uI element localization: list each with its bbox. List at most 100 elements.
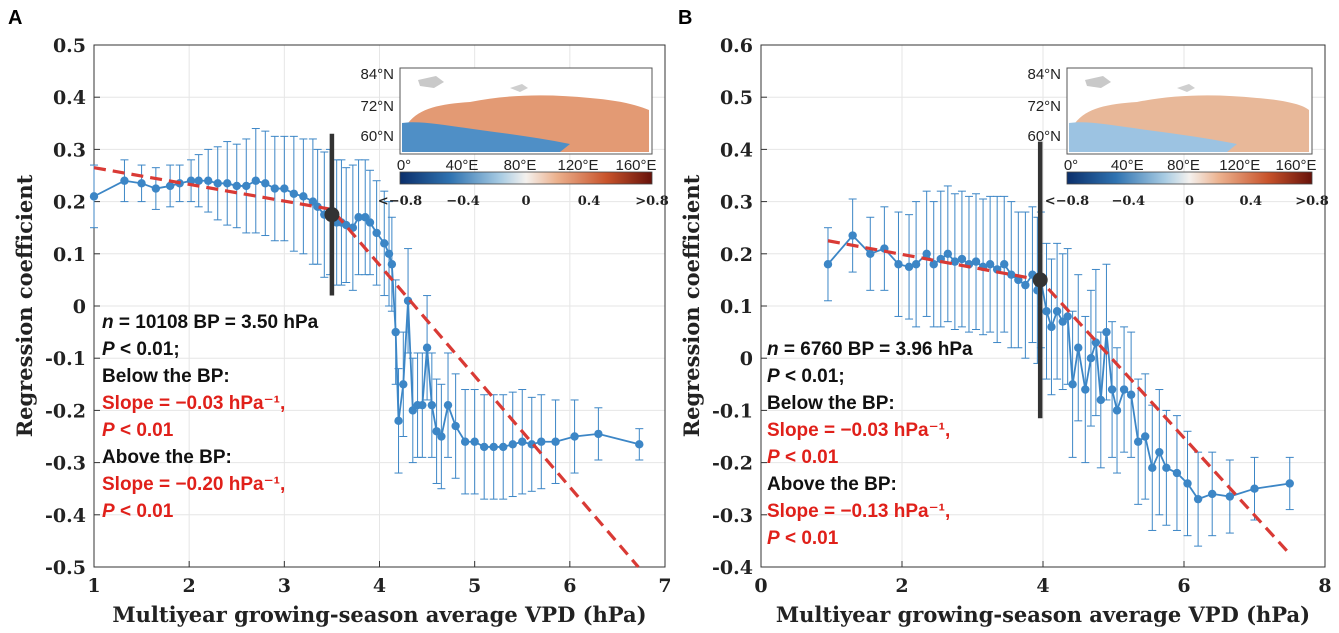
annotation-a: n = 10108 BP = 3.50 hPa P < 0.01; Below th…: [102, 312, 319, 522]
data-point: [537, 437, 546, 446]
data-point: [635, 440, 644, 449]
x-tick-label: 0: [754, 575, 767, 597]
data-point: [489, 442, 498, 452]
y-axis-title: Regression coefficient: [12, 174, 37, 437]
data-point: [1250, 484, 1259, 493]
inset-lat-label: 60°N: [1027, 128, 1061, 145]
plot-area-a: 1 2 3 4 5 6 7 -0.5 -0.4 -0.3 -0.2 -0.1 0 0.1 0.2 0.3 0.4…: [12, 35, 672, 627]
data-point: [922, 249, 931, 258]
data-point: [1081, 385, 1090, 394]
data-point: [251, 176, 260, 185]
annotation-above-label: Above the BP:: [102, 447, 232, 468]
annotation-above-slope: Slope = −0.20 hPa⁻¹,: [102, 474, 285, 495]
data-point: [151, 184, 161, 193]
inset-lon-label: 120°E: [1219, 157, 1260, 174]
x-tick-label: 8: [1318, 575, 1331, 597]
data-point: [508, 440, 517, 449]
data-point: [1225, 492, 1235, 501]
annotation-b: n = 6760 BP = 3.96 hPa P < 0.01; Below the…: [767, 339, 973, 549]
annotation-n-bp: n = 6760 BP = 3.96 hPa: [767, 339, 973, 360]
x-tick-label: 1: [87, 575, 100, 597]
y-tick-label: 0.6: [720, 35, 753, 57]
data-point: [422, 343, 432, 352]
data-point: [242, 181, 251, 191]
y-tick-label: 0.1: [720, 296, 753, 318]
data-point: [866, 249, 875, 258]
data-point: [223, 179, 232, 188]
data-point: [911, 260, 921, 269]
data-point: [270, 184, 280, 193]
inset-map-b: 84°N 72°N 60°N0° 40°E 80°E 120°E 160°E <−0.8 −0.…: [1027, 66, 1328, 209]
greenland-shape: [1085, 76, 1111, 88]
breakpoint-marker: [324, 207, 340, 223]
data-point: [1102, 327, 1111, 337]
annotation-above-p: P < 0.01: [767, 528, 839, 549]
data-point: [1155, 447, 1164, 457]
breakpoint-marker: [1032, 272, 1048, 288]
data-point: [929, 260, 938, 269]
data-point: [1133, 437, 1143, 446]
annotation-above-label: Above the BP:: [767, 474, 897, 495]
data-point: [418, 400, 427, 410]
y-tick-label: 0: [740, 348, 753, 370]
data-point: [354, 213, 363, 222]
annotation-p-value: P < 0.01;: [102, 339, 180, 360]
data-point: [1042, 307, 1051, 316]
inset-lon-label: 40°E: [1111, 157, 1144, 174]
data-point: [1107, 385, 1117, 394]
data-point: [971, 257, 981, 266]
arctic-island-shape: [510, 84, 528, 92]
panel-b: B 0 2 4 6 8-0.4-0.3-0.2-0.100.10.20.30.40.50…: [678, 7, 1332, 627]
inset-lat-label: 72°N: [360, 98, 394, 115]
data-point: [985, 260, 995, 269]
colorbar-tick-label: 0: [521, 194, 530, 209]
annotation-below-label: Below the BP:: [767, 393, 895, 414]
data-point: [313, 202, 322, 212]
data-point: [551, 437, 560, 446]
data-point: [1096, 395, 1106, 405]
annotation-above-p: P < 0.01: [102, 501, 174, 522]
data-point: [165, 181, 175, 191]
colorbar: [399, 171, 653, 185]
colorbar-tick-label: >0.8: [1295, 194, 1329, 209]
x-tick-label: 2: [895, 575, 908, 597]
y-tick-label: 0.3: [53, 139, 86, 161]
y-tick-label: 0.5: [53, 35, 86, 57]
data-point: [387, 260, 397, 269]
data-point: [232, 181, 241, 191]
y-tick-label: 0: [73, 296, 86, 318]
inset-lat-label: 60°N: [360, 128, 394, 145]
inset-lon-label: 160°E: [615, 157, 656, 174]
data-point: [204, 176, 213, 185]
data-point: [391, 327, 400, 337]
data-point: [1052, 307, 1062, 316]
data-point: [380, 239, 389, 248]
inset-lon-label: 160°E: [1275, 157, 1316, 174]
data-point: [451, 421, 460, 431]
y-tick-label: 0.3: [720, 192, 753, 214]
data-point: [399, 380, 408, 389]
data-point: [1285, 479, 1294, 488]
data-point: [1068, 380, 1077, 389]
data-point: [372, 228, 381, 238]
data-point: [213, 179, 222, 188]
x-axis-title: Multiyear growing-season average VPD (hP…: [112, 602, 646, 627]
data-point: [384, 249, 394, 258]
data-point: [460, 437, 470, 446]
y-tick-label: -0.3: [712, 505, 753, 527]
inset-lat-label: 72°N: [1027, 98, 1061, 115]
greenland-shape: [418, 76, 444, 88]
data-point: [261, 179, 270, 188]
data-point: [1148, 463, 1157, 473]
data-point: [289, 189, 299, 198]
y-tick-label: -0.4: [45, 505, 86, 527]
data-point: [499, 442, 508, 452]
data-point: [570, 432, 579, 441]
colorbar: [1066, 171, 1313, 185]
inset-lon-label: 120°E: [557, 157, 598, 174]
data-point: [1112, 406, 1122, 415]
series-line: [827, 234, 1290, 501]
data-point: [365, 218, 375, 227]
data-point: [89, 192, 99, 201]
